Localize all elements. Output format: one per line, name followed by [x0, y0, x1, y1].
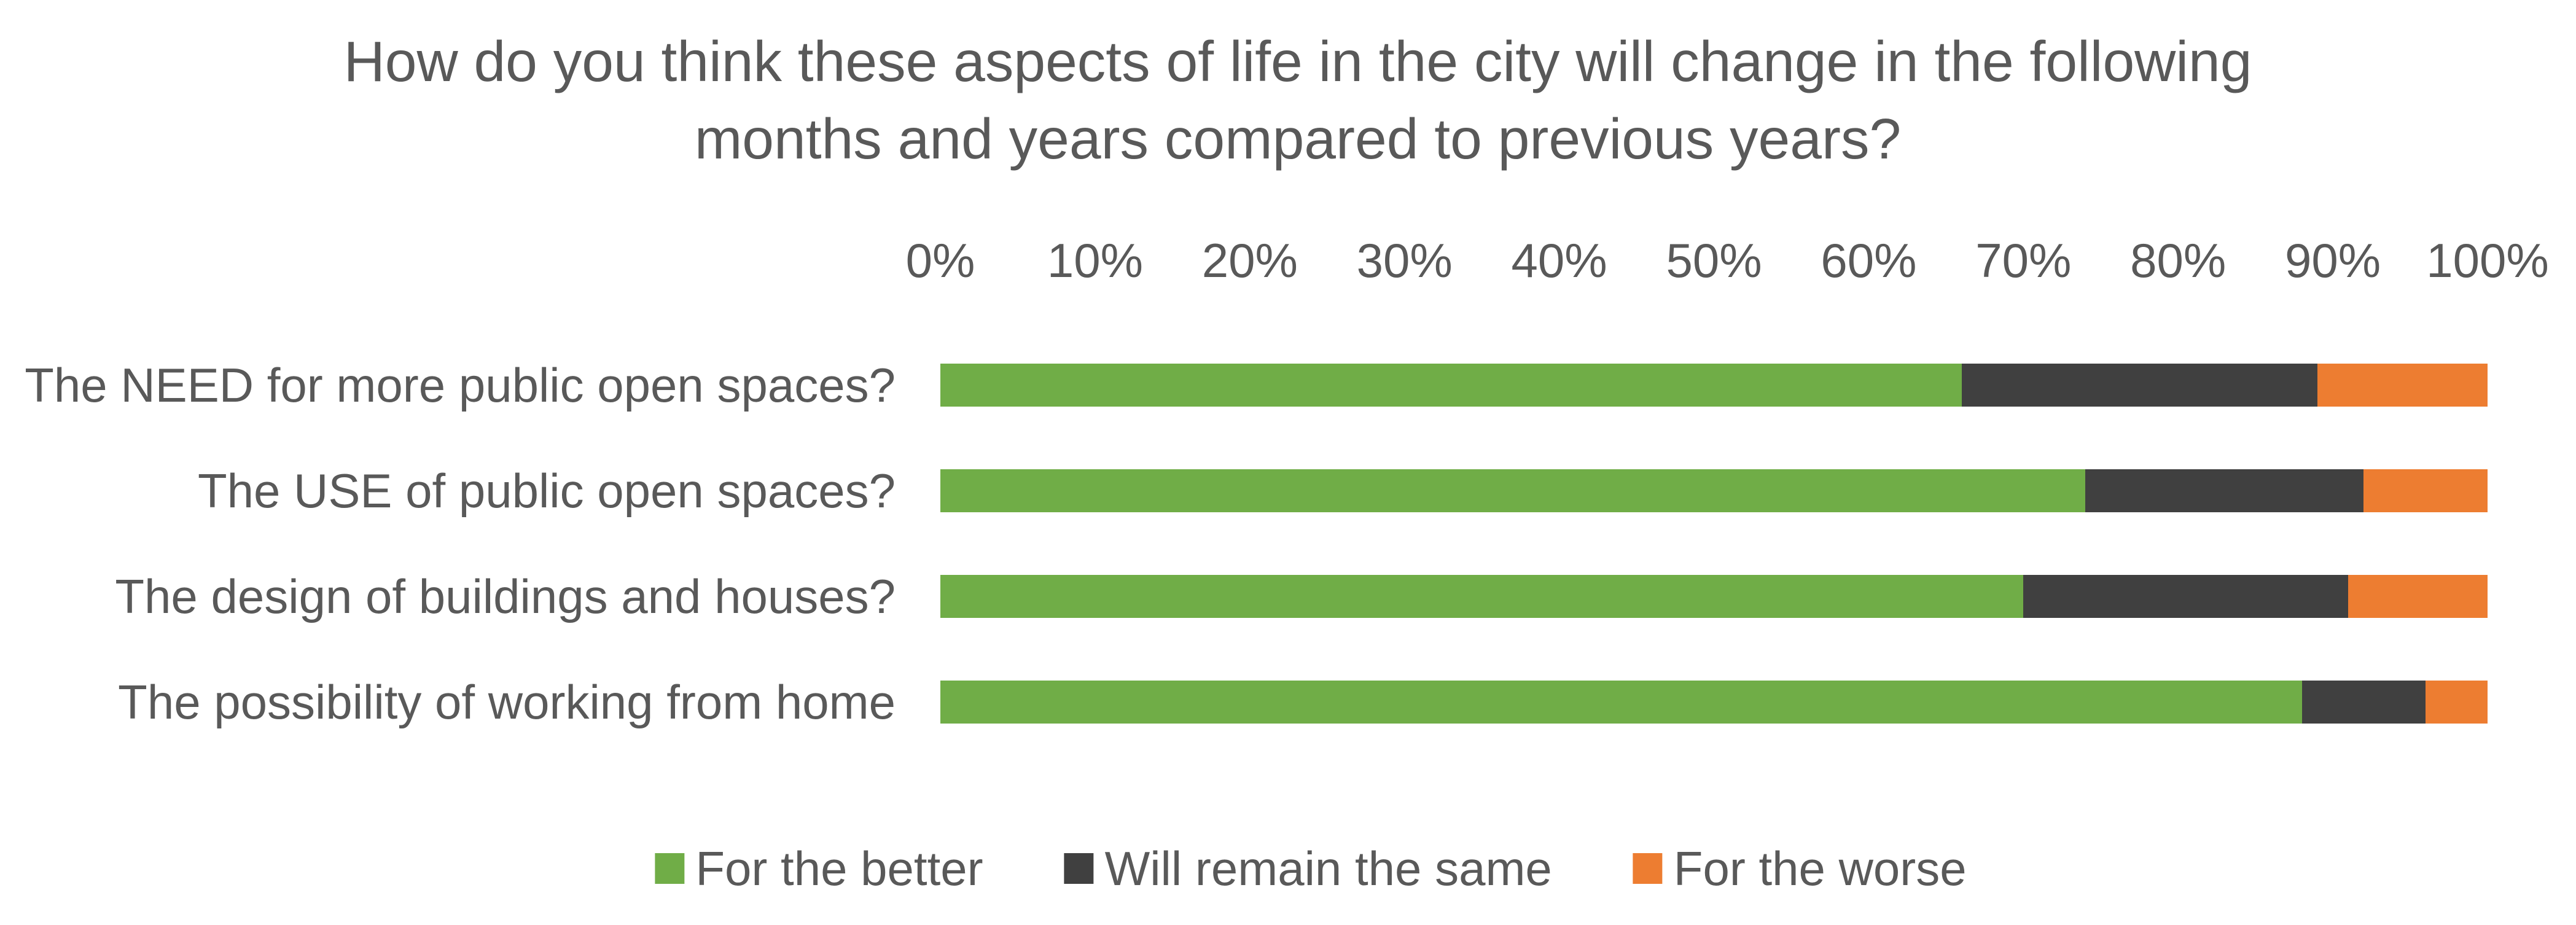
x-axis-tick-label: 70% [1975, 233, 2072, 287]
category-label: The design of buildings and houses? [115, 569, 896, 623]
stacked-bar [940, 575, 2488, 618]
bar-row: The USE of public open spaces? [0, 438, 2576, 544]
x-axis-tick-label: 100% [2426, 233, 2549, 287]
bar-segment [1961, 364, 2317, 407]
x-axis-tick-label: 80% [2130, 233, 2227, 287]
x-axis: 0% 10% 20% 30% 40% 50% 60% 70% 80% 90% 100% [906, 233, 2549, 287]
bar-row: The design of buildings and houses? [0, 544, 2576, 649]
x-axis-tick-label: 60% [1821, 233, 1917, 287]
x-axis-tick-label: 40% [1511, 233, 1607, 287]
stacked-bar [940, 469, 2488, 512]
bar-segment [940, 575, 2024, 618]
category-label: The possibility of working from home [118, 675, 896, 729]
bar-segment [940, 364, 1962, 407]
chart-plot-area: The NEED for more public open spaces? The… [0, 332, 2576, 755]
bar-row: The NEED for more public open spaces? [0, 332, 2576, 438]
bar-segment [2363, 469, 2488, 512]
legend-swatch-icon [655, 853, 685, 884]
bar-segment [2317, 364, 2488, 407]
category-label: The USE of public open spaces? [197, 464, 896, 518]
chart-title: How do you think these aspects of life i… [343, 29, 2252, 171]
bar-segment [2301, 681, 2426, 724]
legend-item: For the worse [1633, 845, 1967, 892]
bar-segment [2348, 575, 2488, 618]
stacked-bar [940, 364, 2488, 407]
x-axis-tick-label: 0% [905, 233, 975, 287]
bar-segment [940, 681, 2302, 724]
bar-segment [940, 469, 2086, 512]
x-axis-tick-label: 20% [1201, 233, 1298, 287]
bar-segment [2023, 575, 2349, 618]
legend-label: For the better [695, 841, 983, 896]
bar-segment [2085, 469, 2364, 512]
legend-swatch-icon [1064, 853, 1094, 884]
category-label: The NEED for more public open spaces? [25, 358, 896, 412]
legend-label: For the worse [1673, 841, 1967, 896]
legend-label: Will remain the same [1104, 841, 1552, 896]
chart-legend: For the better Will remain the same For th… [655, 845, 1967, 892]
x-axis-tick-label: 50% [1666, 233, 1762, 287]
legend-item: Will remain the same [1064, 845, 1552, 892]
x-axis-tick-label: 10% [1047, 233, 1143, 287]
x-axis-tick-label: 90% [2285, 233, 2381, 287]
bar-row: The possibility of working from home [0, 649, 2576, 755]
bar-segment [2426, 681, 2488, 724]
legend-item: For the better [655, 845, 983, 892]
legend-swatch-icon [1633, 853, 1663, 884]
stacked-bar [940, 681, 2488, 724]
x-axis-tick-label: 30% [1356, 233, 1453, 287]
